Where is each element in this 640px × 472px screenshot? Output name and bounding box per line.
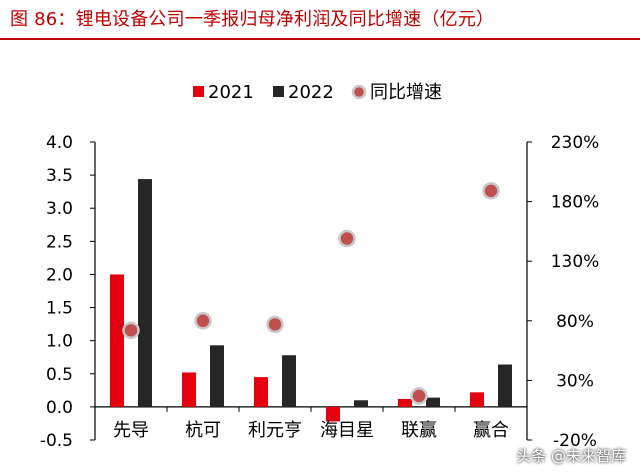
right-tick-label: 230% [551, 133, 600, 153]
left-tick-label: 2.5 [46, 232, 73, 252]
left-tick-label: 2.0 [46, 265, 73, 285]
bar-2022 [354, 400, 368, 407]
bar-2022 [498, 364, 512, 407]
left-tick-label: 3.0 [46, 199, 73, 219]
bar-2022 [210, 345, 224, 407]
bar-2021 [398, 398, 412, 407]
growth-marker [482, 182, 500, 200]
left-tick-label: 3.5 [46, 166, 73, 186]
watermark: 头条 @未来智库 [516, 447, 626, 465]
growth-marker [338, 229, 356, 248]
bar-2021 [470, 392, 484, 407]
bar-2022 [426, 397, 440, 407]
growth-marker [410, 387, 428, 405]
left-tick-label: 1.5 [46, 299, 73, 319]
bar-2021 [326, 406, 340, 422]
bar-2021 [110, 274, 124, 407]
right-tick-label: 80% [556, 312, 594, 332]
growth-marker [266, 315, 284, 334]
left-tick-label: 0.5 [46, 365, 73, 385]
category-label: 利元亨 [248, 420, 302, 441]
left-tick-label: -0.5 [40, 431, 73, 451]
title-bar: 图 86：锂电设备公司一季报归母净利润及同比增速（亿元） [0, 0, 640, 40]
bar-2021 [182, 372, 196, 407]
bar-2021 [254, 377, 268, 407]
legend-label-growth: 同比增速 [370, 82, 442, 103]
legend-label-2021: 2021 [208, 82, 254, 103]
legend-swatch-2022 [273, 86, 284, 97]
category-label: 海目星 [320, 420, 374, 441]
right-tick-label: 30% [556, 371, 594, 391]
category-label: 先导 [113, 420, 149, 441]
chart-title: 图 86：锂电设备公司一季报归母净利润及同比增速（亿元） [10, 9, 495, 30]
bar-2022 [282, 355, 296, 407]
legend-label-2022: 2022 [288, 82, 334, 103]
category-label: 赢合 [473, 419, 509, 441]
category-label: 联赢 [401, 419, 437, 441]
category-label: 杭可 [185, 420, 221, 441]
legend-swatch-growth [351, 84, 367, 100]
left-tick-label: 4.0 [46, 133, 73, 153]
right-tick-label: 130% [551, 252, 600, 272]
left-tick-label: 1.0 [46, 332, 73, 352]
bar-2022 [138, 179, 152, 407]
growth-marker [194, 312, 212, 330]
right-tick-label: -20% [553, 431, 597, 451]
right-tick-label: 180% [551, 193, 600, 213]
left-tick-label: 0.0 [46, 398, 73, 418]
growth-marker [122, 321, 140, 340]
legend-swatch-2021 [193, 86, 204, 97]
